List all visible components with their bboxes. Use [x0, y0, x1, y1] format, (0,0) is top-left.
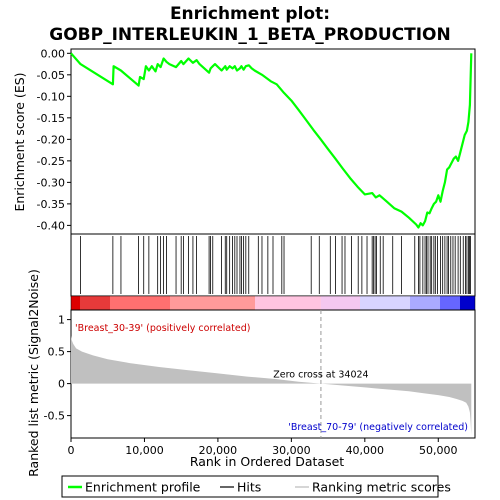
- x-tick-label: 50,000: [419, 444, 458, 457]
- legend-ranking-metric-label: Ranking metric scores: [312, 480, 451, 495]
- color-bar-segment: [255, 296, 321, 310]
- metric-y-axis-label: Ranked list metric (Signal2Noise): [26, 269, 41, 477]
- es-y-tick-label: -0.05: [37, 69, 65, 82]
- x-tick-label: 40,000: [346, 444, 385, 457]
- es-y-tick-label: -0.35: [37, 198, 65, 211]
- color-bar-segment: [440, 296, 460, 310]
- positive-class-label: 'Breast_30-39' (positively correlated): [75, 323, 251, 334]
- color-bar-segment: [360, 296, 410, 310]
- metric-y-ticks: 1 0.5 0 -0.5: [44, 314, 71, 423]
- es-y-ticks: 0.00 -0.05 -0.10 -0.15 -0.20 -0.25 -0.30 -0.35 -…: [37, 47, 71, 232]
- legend: Enrichment profile Hits Ranking metric sco…: [68, 480, 451, 495]
- es-y-tick-label: -0.25: [37, 155, 65, 168]
- es-y-tick-label: -0.20: [37, 133, 65, 146]
- ranking-color-bar: [71, 296, 475, 310]
- color-bar-segment: [80, 296, 110, 310]
- x-tick-label: 30,000: [272, 444, 311, 457]
- zero-cross-label: Zero cross at 34024: [273, 370, 368, 381]
- chart-title-line2: GOBP_INTERLEUKIN_1_BETA_PRODUCTION: [49, 25, 450, 45]
- metric-y-tick-label: -0.5: [44, 410, 65, 423]
- negative-class-label: 'Breast_70-79' (negatively correlated): [288, 422, 468, 433]
- metric-y-tick-label: 0.5: [48, 346, 66, 359]
- ranking-metric-area: [71, 335, 472, 435]
- x-ticks: 0 10,000 20,000 30,000 40,000 50,000: [68, 438, 458, 457]
- enrichment-profile-line: [70, 52, 473, 229]
- chart-title-line1: Enrichment plot:: [170, 4, 330, 24]
- x-tick-label: 0: [68, 444, 75, 457]
- legend-box: [61, 475, 439, 498]
- legend-hits-label: Hits: [237, 480, 261, 495]
- es-y-tick-label: -0.10: [37, 90, 65, 103]
- color-bar-segment: [410, 296, 440, 310]
- metric-y-tick-label: 1: [58, 314, 65, 327]
- es-y-tick-label: -0.15: [37, 112, 65, 125]
- ranking-metric-layer: [71, 310, 472, 438]
- color-bar-segment: [71, 296, 80, 310]
- color-bar-segment: [460, 296, 475, 310]
- es-y-tick-label: -0.40: [37, 219, 65, 232]
- enrichment-profile-layer: [70, 52, 473, 229]
- x-tick-label: 10,000: [125, 444, 164, 457]
- color-bar-segment: [110, 296, 170, 310]
- color-bar-segment: [320, 296, 360, 310]
- es-y-tick-label: -0.30: [37, 176, 65, 189]
- color-bar-segment: [170, 296, 255, 310]
- x-tick-label: 20,000: [199, 444, 238, 457]
- es-panel-frame: [70, 48, 476, 235]
- legend-enrichment-profile-label: Enrichment profile: [85, 480, 201, 495]
- metric-y-tick-label: 0: [58, 378, 65, 391]
- es-y-tick-label: 0.00: [41, 47, 66, 60]
- hits-layer: [80, 236, 471, 294]
- es-y-axis-label: Enrichment score (ES): [12, 72, 27, 211]
- x-axis-label: Rank in Ordered Dataset: [190, 454, 344, 469]
